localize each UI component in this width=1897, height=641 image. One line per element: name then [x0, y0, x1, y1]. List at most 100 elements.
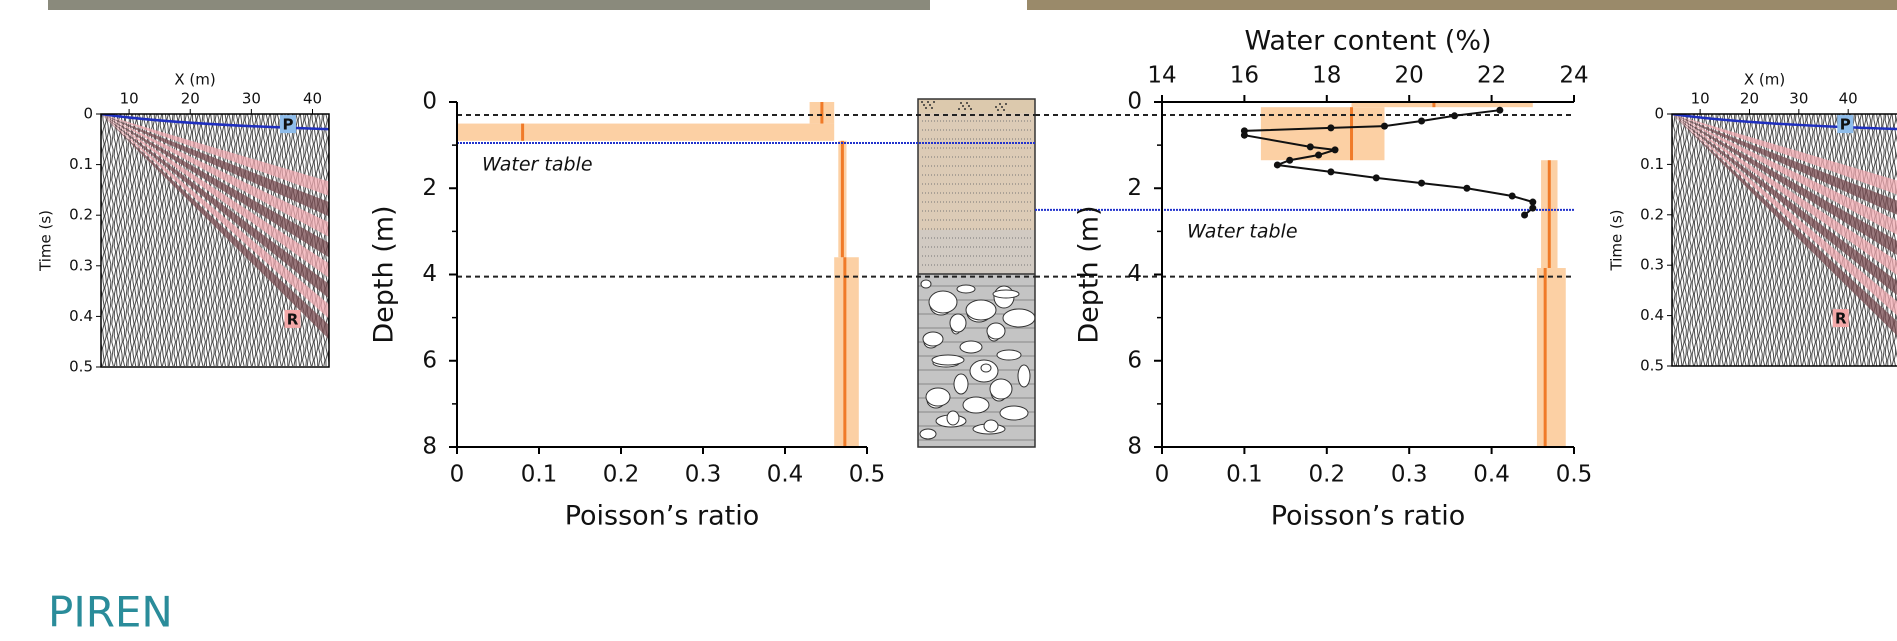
sand-grain — [964, 108, 966, 110]
pebble — [984, 420, 998, 432]
x-axis-label: Poisson’s ratio — [565, 501, 760, 532]
annotation: R — [1835, 310, 1847, 328]
sand-grain — [962, 105, 964, 107]
sand-grain — [1001, 106, 1003, 108]
x-tick-label: 0 — [1155, 462, 1170, 488]
y-tick-label: 0.2 — [1640, 205, 1664, 223]
y-tick-label: 0.3 — [69, 256, 93, 274]
silt-lower — [918, 230, 1035, 274]
y-tick-label: 4 — [422, 261, 437, 287]
pebble — [1000, 406, 1028, 420]
x2-tick-label: 22 — [1477, 63, 1506, 89]
y-tick-label: 0 — [83, 105, 93, 123]
seismogram-traces: PR — [100, 114, 340, 367]
water-table-label: Water table — [1187, 220, 1298, 242]
sand-grain — [931, 107, 933, 109]
water-content-point — [1463, 185, 1470, 192]
water-content-point — [1529, 205, 1536, 212]
pebble — [957, 285, 975, 293]
x-tick-label: 0 — [450, 462, 465, 488]
water-table-label: Water table — [482, 153, 593, 175]
x-tick-label: 0.4 — [1473, 462, 1510, 488]
water-content-point — [1381, 123, 1388, 130]
water-content-point — [1529, 199, 1536, 206]
y-tick-label: 8 — [422, 434, 437, 460]
sand-grain — [923, 104, 925, 106]
x2-tick-label: 18 — [1312, 63, 1341, 89]
water-content-point — [1327, 124, 1334, 131]
pebble — [926, 388, 950, 406]
logo: PIREN — [48, 588, 173, 637]
y-tick-label: 6 — [1127, 347, 1142, 373]
x-tick-label: 0.1 — [1226, 462, 1263, 488]
sand-grain — [999, 103, 1001, 105]
x-tick-label: 40 — [1839, 90, 1858, 108]
water-content-point — [1451, 112, 1458, 119]
pebble — [947, 411, 959, 425]
x-axis-label: X (m) — [1744, 71, 1785, 89]
x-tick-label: 0.2 — [1309, 462, 1346, 488]
x-tick-label: 10 — [120, 90, 139, 108]
uncertainty-band — [1537, 268, 1566, 447]
x-tick-label: 0.2 — [603, 462, 640, 488]
pebble — [920, 429, 936, 439]
water-content-point — [1418, 117, 1425, 124]
pebble — [966, 300, 996, 320]
pebble — [932, 355, 964, 365]
pebble — [1003, 309, 1035, 327]
y-tick-label: 6 — [422, 347, 437, 373]
y-tick-label: 0.4 — [69, 307, 93, 325]
sand-grain — [997, 109, 999, 111]
sand-grain — [995, 106, 997, 108]
sand-layer — [918, 99, 1035, 113]
sand-grain — [970, 108, 972, 110]
x-tick-label: 20 — [181, 90, 200, 108]
water-content-point — [1286, 157, 1293, 164]
x-tick-label: 30 — [1789, 90, 1808, 108]
uncertainty-band — [834, 257, 859, 447]
annotation: P — [282, 116, 293, 134]
y-tick-label: 0.1 — [69, 155, 93, 173]
y-axis-label: Time (s) — [37, 210, 55, 272]
sand-grain — [1005, 103, 1007, 105]
pebble — [929, 291, 957, 313]
pebble — [981, 364, 991, 372]
uncertainty-band — [457, 124, 834, 141]
x-tick-label: 0.5 — [849, 462, 886, 488]
pebble — [960, 341, 982, 353]
water-content-point — [1509, 193, 1516, 200]
water-content-point — [1315, 152, 1322, 159]
photo-strip — [1027, 0, 1897, 10]
sand-grain — [921, 101, 923, 103]
pebble — [990, 379, 1012, 399]
x-tick-label: 20 — [1740, 90, 1759, 108]
sand-grain — [927, 101, 929, 103]
water-content-point — [1373, 174, 1380, 181]
photo-strip — [48, 0, 930, 10]
y-axis-label: Depth (m) — [1074, 205, 1105, 343]
y-tick-label: 8 — [1127, 434, 1142, 460]
x2-axis-label: Water content (%) — [1244, 26, 1491, 57]
water-content-point — [1521, 211, 1528, 218]
water-content-point — [1496, 107, 1503, 114]
pebble — [923, 332, 943, 346]
x-tick-label: 0.1 — [521, 462, 558, 488]
y-tick-label: 0 — [1654, 105, 1664, 123]
seismogram-traces: PR — [1671, 114, 1897, 366]
x2-tick-label: 20 — [1395, 63, 1424, 89]
water-content-point — [1241, 132, 1248, 139]
x-axis-label: Poisson’s ratio — [1271, 501, 1466, 532]
y-axis-label: Time (s) — [1608, 210, 1626, 272]
x2-tick-label: 14 — [1147, 63, 1176, 89]
y-tick-label: 4 — [1127, 261, 1142, 287]
y-tick-label: 0 — [422, 89, 437, 115]
pebble — [987, 323, 1005, 339]
sand-grain — [958, 108, 960, 110]
sand-grain — [929, 104, 931, 106]
x-tick-label: 0.4 — [767, 462, 804, 488]
water-content-point — [1307, 143, 1314, 150]
water-content-point — [1418, 180, 1425, 187]
pebble — [997, 350, 1021, 360]
sand-grain — [1003, 109, 1005, 111]
y-tick-label: 2 — [422, 175, 437, 201]
